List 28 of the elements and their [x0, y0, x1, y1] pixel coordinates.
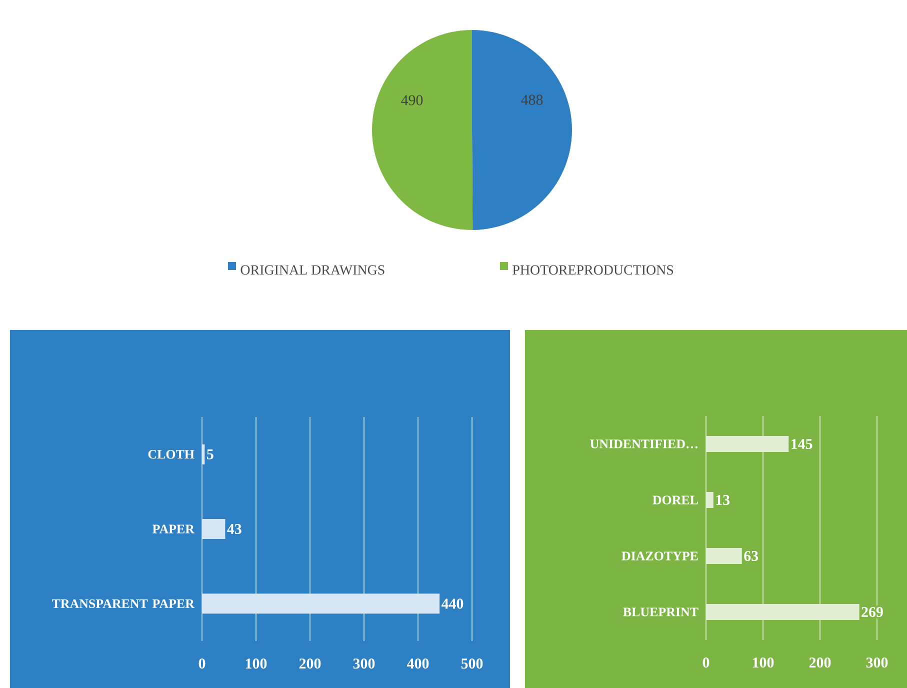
y-tick-label: DIAZOTYPE — [622, 552, 698, 560]
y-tick-label: PAPER — [152, 524, 195, 534]
y-tick-label: UNIDENTIFIED… — [590, 440, 698, 448]
x-tick-label: 0 — [198, 658, 206, 669]
x-tick-label: 500 — [461, 658, 483, 669]
data-label: 43 — [227, 524, 242, 534]
y-tick-label: BLUEPRINT — [623, 608, 698, 616]
y-tick-label: CLOTH — [148, 450, 194, 459]
data-label: 5 — [206, 449, 214, 460]
x-tick-label: 300 — [353, 658, 375, 669]
x-tick-label: 100 — [753, 658, 774, 668]
y-tick-label: DOREL — [652, 496, 698, 504]
x-tick-label: 200 — [809, 658, 831, 668]
data-label: 145 — [792, 439, 812, 450]
legend-label: ORIGINAL DRAWINGS — [240, 265, 384, 275]
data-label: 269 — [862, 606, 883, 618]
data-label: 63 — [744, 550, 758, 562]
y-tick-label: TRANSPARENT PAPER — [52, 599, 195, 608]
x-tick-label: 0 — [702, 658, 710, 668]
data-label: 490 — [401, 95, 423, 106]
x-tick-label: 100 — [246, 658, 267, 669]
x-tick-label: 400 — [406, 658, 429, 669]
x-tick-label: 200 — [299, 658, 321, 669]
data-label: 13 — [716, 494, 730, 506]
data-label: 440 — [442, 598, 464, 609]
legend-label: PHOTOREPRODUCTIONS — [512, 265, 674, 275]
x-tick-label: 300 — [866, 658, 888, 668]
data-label: 488 — [521, 94, 543, 105]
